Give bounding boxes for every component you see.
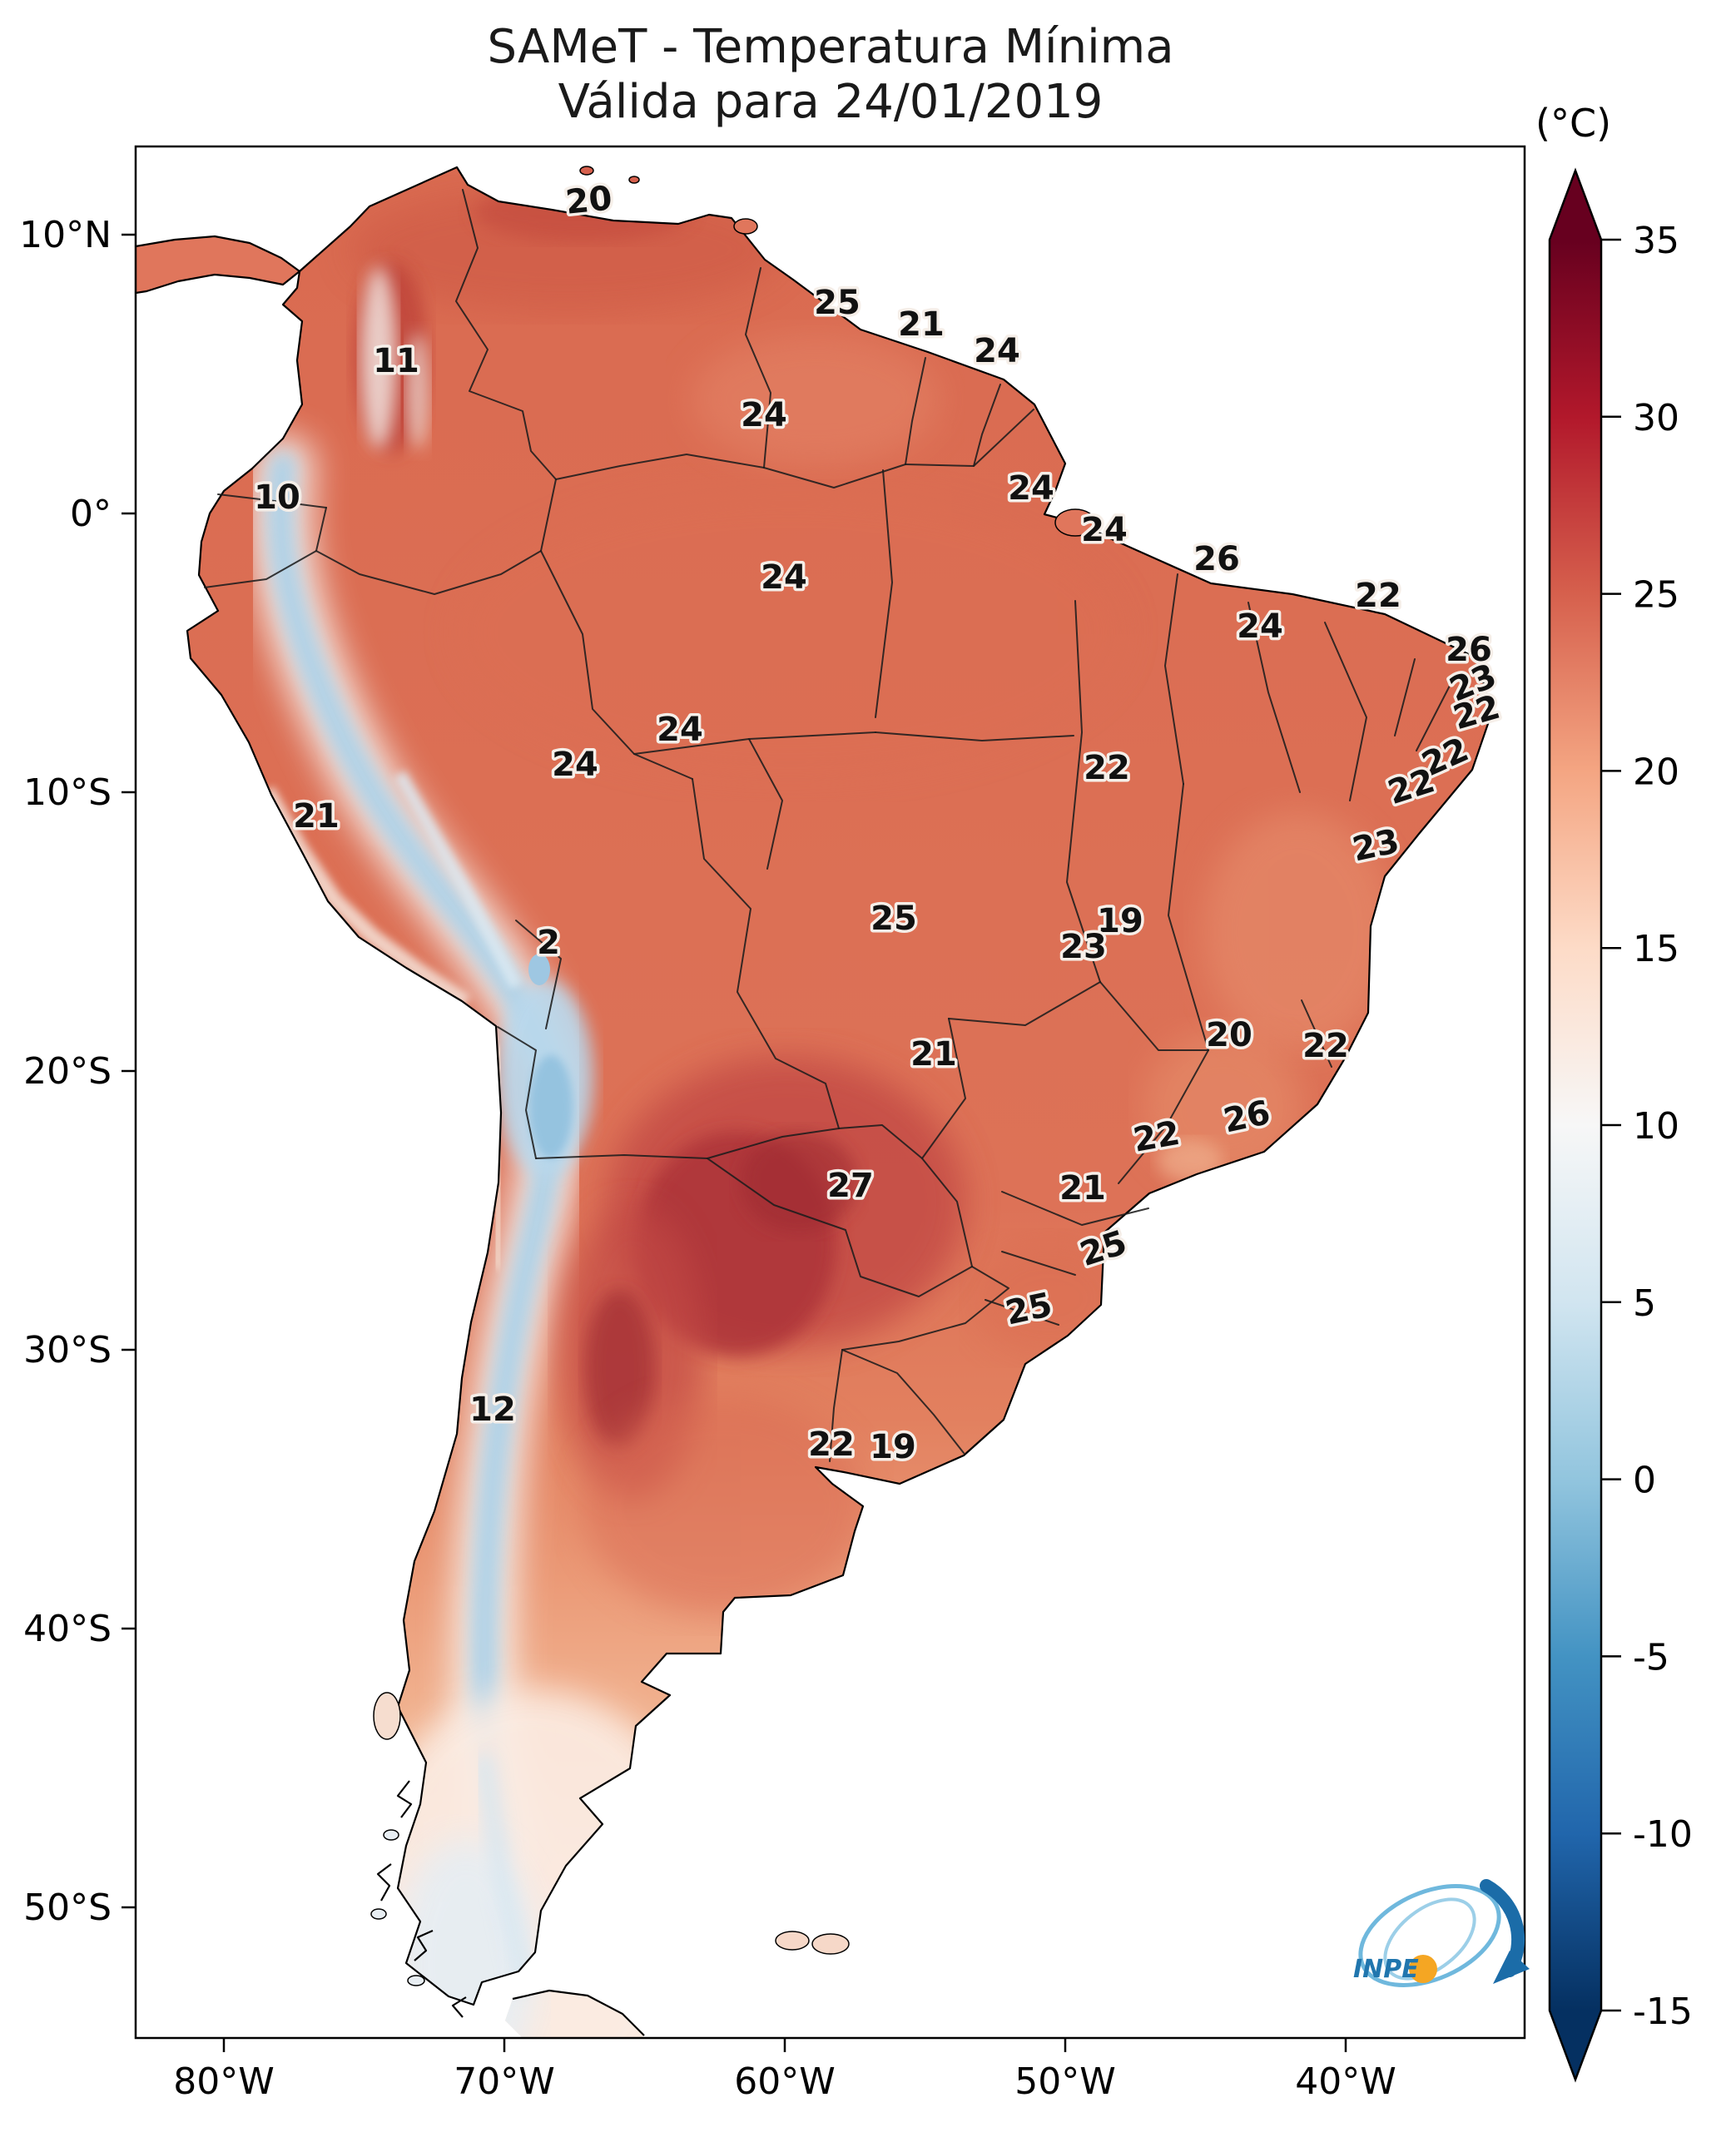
temperature-label: 21 <box>1059 1169 1106 1207</box>
falkland-island-east <box>811 1933 850 1955</box>
temperature-label: 19 <box>1097 902 1143 940</box>
y-axis-tick-label: 40°S <box>23 1608 112 1650</box>
inpe-logo-orbit2-icon <box>1383 1897 1476 1981</box>
panama-strip <box>136 236 300 293</box>
temperature-label: 24 <box>1237 607 1283 646</box>
lake-titicaca <box>528 954 550 985</box>
falkland-island-west <box>775 1931 810 1951</box>
chiloe-island <box>373 1692 401 1740</box>
temperature-label: 24 <box>657 711 703 749</box>
inpe-logo-text: INPE <box>1353 1955 1419 1984</box>
colorbar-tick-label: 15 <box>1633 928 1679 970</box>
chilean-archipelago-island <box>383 1829 399 1841</box>
inpe-logo-arrowhead-icon <box>1493 1951 1530 1984</box>
x-axis-tick-label: 60°W <box>734 2060 836 2103</box>
trinidad-island <box>733 218 758 235</box>
colorbar-extend-arrow-top <box>1550 171 1601 240</box>
colorbar-tick-label: 10 <box>1633 1105 1679 1148</box>
temperature-label: 25 <box>870 900 917 938</box>
temperature-label: 20 <box>564 179 614 222</box>
temperature-label: 22 <box>1130 1114 1183 1160</box>
temperature-label: 26 <box>1193 540 1240 578</box>
temperature-label: 22 <box>1302 1027 1349 1065</box>
temperature-label: 22 <box>1355 577 1401 615</box>
temperature-label: 24 <box>741 396 787 434</box>
temperature-label: 24 <box>761 558 807 597</box>
tierra-del-fuego-coastline <box>512 1989 645 2036</box>
chilean-archipelago-island <box>370 1908 387 1920</box>
colorbar-unit-label: (°C) <box>1535 101 1611 146</box>
colorbar-tick-label: 5 <box>1633 1282 1656 1325</box>
temperature-label: 27 <box>827 1167 874 1205</box>
x-axis-tick-label: 50°W <box>1014 2060 1116 2103</box>
temperature-label: 22 <box>1084 749 1130 787</box>
temperature-label: 21 <box>293 797 340 836</box>
temperature-label: 24 <box>974 332 1020 370</box>
temperature-label: 11 <box>373 342 419 380</box>
temperature-label: 19 <box>870 1428 916 1466</box>
figure-title-line1: SAMeT - Temperatura Mínima <box>487 20 1174 74</box>
x-axis-tick-label: 70°W <box>454 2060 555 2103</box>
y-axis-ticks-group: 10°N 0° 10°S 20°S 30°S 40°S 50°S <box>19 214 136 1929</box>
temperature-label: 24 <box>1081 511 1128 549</box>
political-borders <box>204 189 1451 1462</box>
x-axis-ticks-group: 80°W 70°W 60°W 50°W 40°W <box>173 2038 1396 2103</box>
chilean-archipelago-island <box>407 1975 425 1986</box>
temperature-label: 2 <box>537 924 560 962</box>
temperature-label: 12 <box>469 1391 516 1429</box>
colorbar-tick-label: -10 <box>1633 1813 1693 1856</box>
y-axis-tick-label: 20°S <box>23 1050 112 1093</box>
figure-title-line2: Válida para 24/01/2019 <box>558 75 1104 129</box>
colorbar-tick-label: 0 <box>1633 1460 1656 1502</box>
inpe-logo: INPE <box>1353 1879 1530 1987</box>
marajo-island <box>1054 508 1096 537</box>
colorbar-extend-arrow-bottom <box>1550 2011 1601 2080</box>
caribbean-island <box>579 166 594 176</box>
temperature-label: 25 <box>814 284 861 322</box>
temperature-label: 23 <box>1060 928 1107 966</box>
colorbar-gradient <box>1550 240 1601 2011</box>
y-axis-tick-label: 10°N <box>19 214 112 256</box>
temperature-label: 20 <box>1206 1016 1252 1054</box>
plot-frame <box>134 145 1526 2040</box>
islands <box>370 166 1096 1986</box>
y-axis-tick-label: 0° <box>70 493 112 535</box>
colorbar-tick-label: 25 <box>1633 574 1679 617</box>
temperature-label: 21 <box>898 305 945 344</box>
x-axis-tick-label: 40°W <box>1295 2060 1396 2103</box>
temperature-label: 10 <box>254 478 300 517</box>
colorbar-tick-label: 30 <box>1633 397 1679 439</box>
coastline <box>186 166 1493 2006</box>
caribbean-island <box>628 176 640 184</box>
colorbar-tick-label: 35 <box>1633 220 1679 262</box>
temperature-label: 22 <box>808 1426 855 1464</box>
temperature-label: 24 <box>552 746 598 784</box>
inpe-logo-orbit-icon <box>1358 1884 1501 1987</box>
colorbar-tick-label: -5 <box>1633 1636 1669 1678</box>
inpe-logo-orange-dot-icon <box>1409 1955 1437 1983</box>
colorbar: (°C) 35 30 25 20 15 10 5 0 -5 -10 -15 <box>1535 101 1693 2083</box>
y-axis-tick-label: 10°S <box>23 771 112 814</box>
fjord-detail <box>376 1780 467 2018</box>
temperature-label: 21 <box>910 1035 957 1074</box>
temperature-label: 26 <box>1446 631 1492 669</box>
temperature-label: 24 <box>1008 469 1054 508</box>
colorbar-tick-label: 20 <box>1633 751 1679 793</box>
colorbar-ticks-group: 35 30 25 20 15 10 5 0 -5 -10 -15 <box>1601 220 1693 2033</box>
panama-coastline <box>136 235 301 295</box>
y-axis-tick-label: 30°S <box>23 1329 112 1371</box>
colorbar-tick-label: -15 <box>1633 1991 1693 2033</box>
x-axis-tick-label: 80°W <box>173 2060 275 2103</box>
y-axis-tick-label: 50°S <box>23 1887 112 1929</box>
